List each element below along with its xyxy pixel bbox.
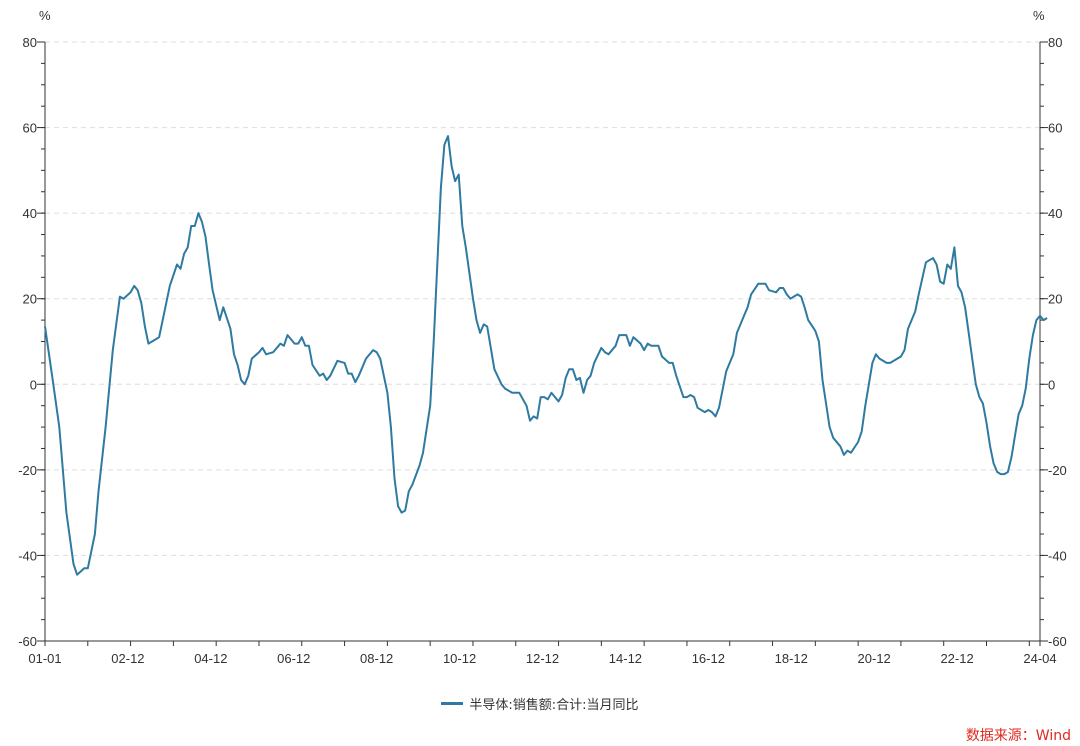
y-tick-label-right: 80 bbox=[1048, 35, 1062, 50]
x-tick-label: 02-12 bbox=[111, 651, 144, 666]
right-unit-label: % bbox=[1033, 8, 1045, 23]
y-tick-label-right: -60 bbox=[1048, 634, 1067, 649]
y-tick-label-left: 0 bbox=[30, 377, 37, 392]
gridlines bbox=[45, 41, 1040, 556]
line-chart: -60 -60 -40 -40 -20 -20 0 0 20 20 40 40 60 60 80 80 01-… bbox=[18, 8, 1067, 666]
y-tick-label-right: -20 bbox=[1048, 463, 1067, 478]
y-tick-label-left: -40 bbox=[18, 548, 37, 563]
y-tick-label-left: 80 bbox=[23, 35, 37, 50]
source-note: 数据来源：Wind bbox=[965, 728, 1071, 744]
left-unit-label: % bbox=[39, 8, 51, 23]
axes bbox=[44, 42, 1041, 642]
legend-label: 半导体:销售额:合计:当月同比 bbox=[469, 698, 639, 713]
x-tick-label: 18-12 bbox=[775, 651, 808, 666]
y-tick-label-left: 20 bbox=[23, 292, 37, 307]
y-tick-label-right: 40 bbox=[1048, 206, 1062, 221]
x-tick-label: 12-12 bbox=[526, 651, 559, 666]
x-tick-label: 01-01 bbox=[28, 651, 61, 666]
series-line bbox=[44, 135, 1048, 576]
series-group bbox=[44, 135, 1048, 576]
y-tick-label-left: -60 bbox=[18, 634, 37, 649]
y-ticks: -60 -60 -40 -40 -20 -20 0 0 20 20 40 40 60 60 80 80 bbox=[18, 35, 1067, 649]
x-tick-label: 16-12 bbox=[692, 651, 725, 666]
y-tick-label-left: 40 bbox=[23, 206, 37, 221]
x-tick-label: 06-12 bbox=[277, 651, 310, 666]
legend-swatch bbox=[441, 702, 464, 705]
y-tick-label-right: 0 bbox=[1048, 377, 1055, 392]
y-tick-label-right: 60 bbox=[1048, 121, 1062, 136]
x-tick-label: 24-04 bbox=[1023, 651, 1056, 666]
legend: 半导体:销售额:合计:当月同比 bbox=[0, 694, 1080, 713]
x-tick-label: 14-12 bbox=[609, 651, 642, 666]
y-tick-label-left: 60 bbox=[23, 121, 37, 136]
x-tick-label: 22-12 bbox=[940, 651, 973, 666]
y-tick-label-right: -40 bbox=[1048, 548, 1067, 563]
x-ticks: 01-01 02-12 04-12 06-12 08-12 10-12 12-12 14-12… bbox=[28, 641, 1057, 666]
y-tick-label-left: -20 bbox=[18, 463, 37, 478]
x-tick-label: 20-12 bbox=[858, 651, 891, 666]
x-tick-label: 08-12 bbox=[360, 651, 393, 666]
y-tick-label-right: 20 bbox=[1048, 292, 1062, 307]
x-tick-label: 10-12 bbox=[443, 651, 476, 666]
x-tick-label: 04-12 bbox=[194, 651, 227, 666]
